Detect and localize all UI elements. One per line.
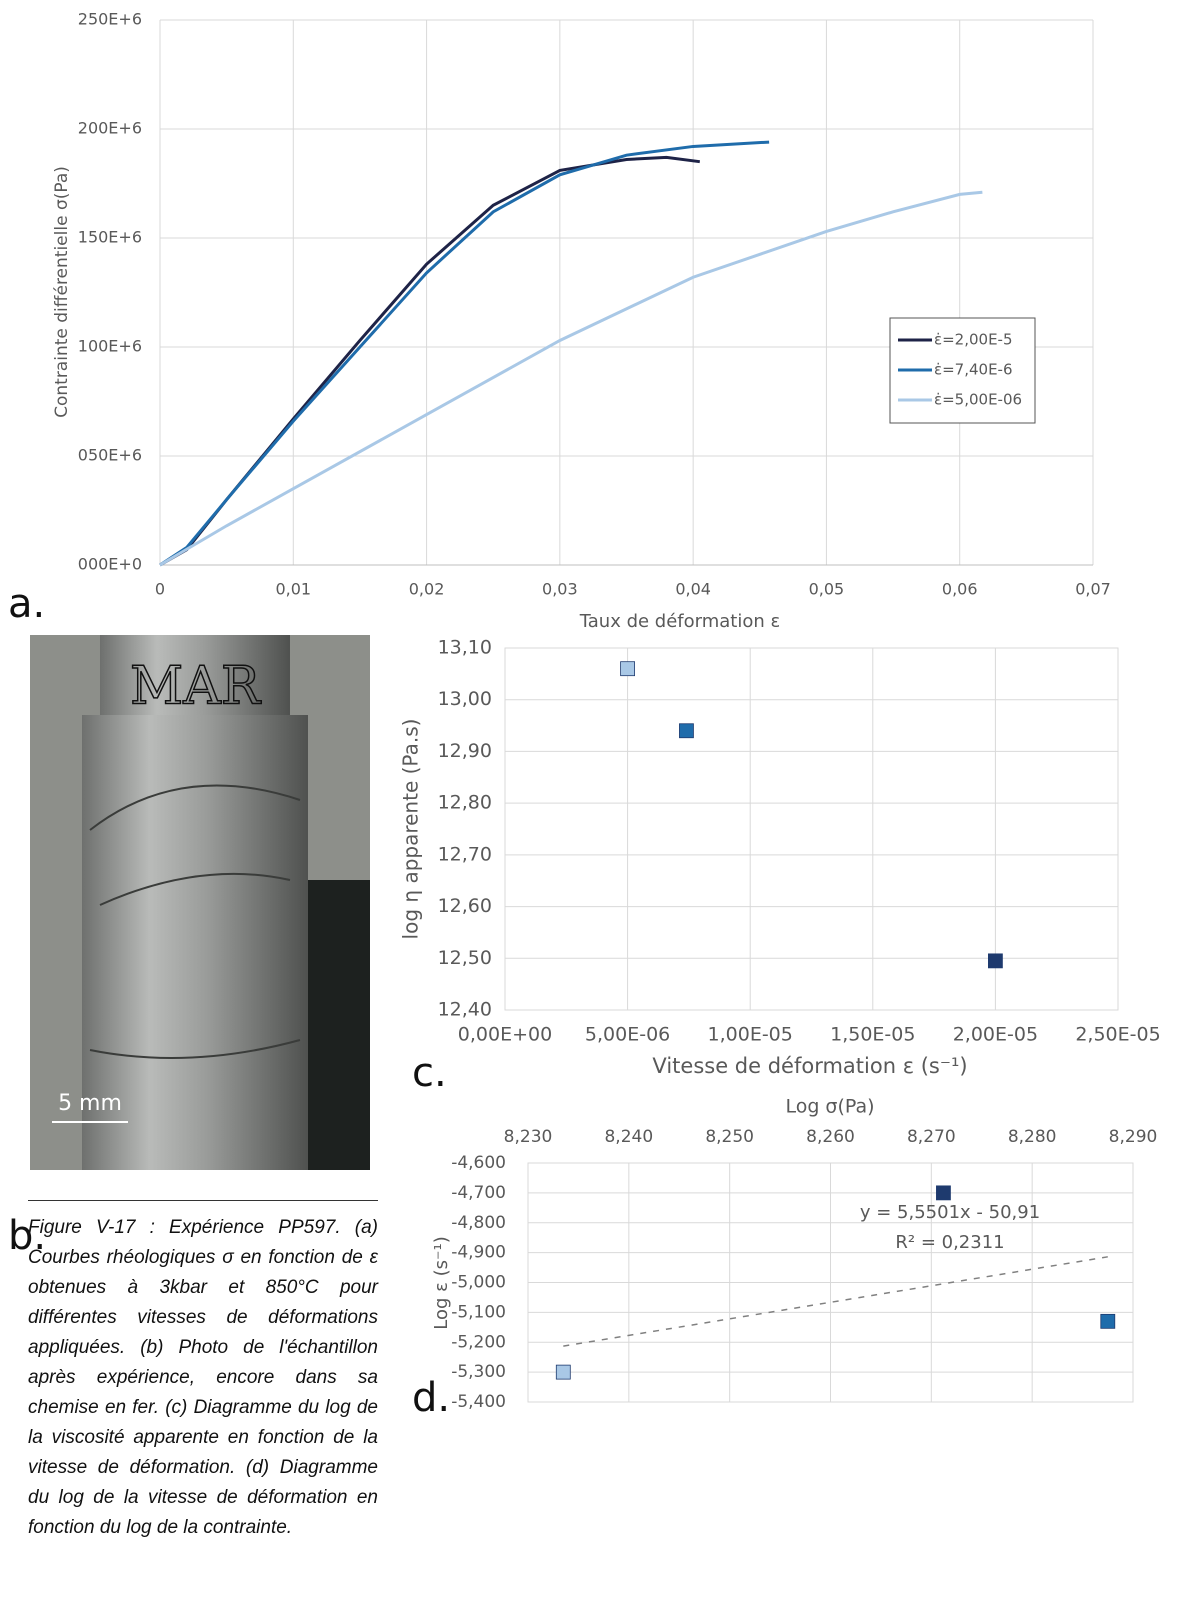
y-tick-label: -5,200 <box>451 1332 506 1352</box>
panel-label: c. <box>412 1050 447 1096</box>
y-tick-label: 050E+6 <box>78 446 142 465</box>
y-tick-label: -4,900 <box>451 1243 506 1263</box>
x-tick-label: 2,00E-05 <box>953 1024 1038 1046</box>
y-tick-label: -5,000 <box>451 1273 506 1293</box>
panel-label: a. <box>8 581 45 627</box>
y-tick-label: -5,100 <box>451 1302 506 1322</box>
chart: -5,400 -5,300 -5,200 -5,100 -5,000 -4,900 -4,8… <box>431 1096 1157 1413</box>
x-tick-label: 8,280 <box>1008 1127 1057 1147</box>
legend-label: ε̇=7,40E-6 <box>934 361 1013 379</box>
point <box>1100 1313 1116 1329</box>
point <box>679 723 694 739</box>
y-tick-label: 12,80 <box>438 792 492 814</box>
x-tick-label: 8,250 <box>705 1127 754 1147</box>
y-tick-label: 150E+6 <box>78 228 142 247</box>
y-tick-label: -5,300 <box>451 1362 506 1382</box>
plot-frame <box>527 1162 1134 1403</box>
x-tick-label: 8,270 <box>907 1127 956 1147</box>
x-tick-label: 0,05 <box>809 580 845 599</box>
y-tick-label: 13,00 <box>438 688 492 710</box>
x-tick-label: 1,00E-05 <box>708 1024 793 1046</box>
point <box>988 953 1003 969</box>
line-series <box>159 140 770 567</box>
photo-inscription: MAR <box>130 657 262 717</box>
y-tick-label: 13,10 <box>438 637 492 659</box>
point <box>936 1185 951 1201</box>
x-tick-label: 0 <box>155 580 165 599</box>
y-tick-label: -4,800 <box>451 1213 506 1233</box>
trendline <box>563 1256 1108 1347</box>
x-tick-label: 0,00E+00 <box>458 1024 552 1046</box>
scale-bar-label: 5 mm <box>58 1091 122 1116</box>
point <box>620 661 635 677</box>
x-tick-label: 0,01 <box>275 580 311 599</box>
chart: 12,40 12,50 12,60 12,70 12,80 12,90 13,00 13,10… <box>399 637 1161 1079</box>
x-tick-label: 0,02 <box>409 580 445 599</box>
y-axis-label: log η apparente (Pa.s) <box>399 719 423 940</box>
y-tick-label: 250E+6 <box>78 10 142 29</box>
point <box>555 1364 571 1380</box>
x-tick-label: 8,240 <box>604 1127 653 1147</box>
legend-label: ε̇=5,00E-06 <box>934 391 1022 409</box>
y-tick-label: 12,50 <box>438 947 492 969</box>
panel-label: b. <box>8 1213 46 1259</box>
x-tick-label: 0,04 <box>675 580 711 599</box>
photo: MAR 5 mm <box>30 635 370 1170</box>
y-tick-label: 12,90 <box>438 740 492 762</box>
x-tick-label: 8,290 <box>1109 1127 1158 1147</box>
y-axis-label: Contrainte différentielle σ(Pa) <box>52 166 72 418</box>
x-tick-label: 2,50E-05 <box>1075 1024 1160 1046</box>
legend-label: ε̇=2,00E-5 <box>934 331 1013 349</box>
line-series <box>159 155 701 567</box>
y-tick-label: -4,600 <box>451 1153 506 1173</box>
y-tick-label: 12,70 <box>438 843 492 865</box>
line-series <box>159 190 983 567</box>
y-tick-label: 000E+0 <box>78 555 142 574</box>
y-tick-label: 12,60 <box>438 895 492 917</box>
y-tick-label: -4,700 <box>451 1183 506 1203</box>
y-axis-label: Log ε (s⁻¹) <box>431 1236 452 1329</box>
panel-label: d. <box>412 1375 450 1421</box>
y-tick-label: -5,400 <box>451 1392 506 1412</box>
x-tick-label: 8,260 <box>806 1127 855 1147</box>
y-tick-label: 100E+6 <box>78 337 142 356</box>
plot-frame <box>504 647 1119 1011</box>
annotation: R² = 0,2311 <box>895 1232 1004 1253</box>
x-tick-label: 5,00E-06 <box>585 1024 670 1046</box>
chart: 000E+0 050E+6 100E+6 150E+6 200E+6 250E+6 0 0,0… <box>52 10 1111 633</box>
annotation: y = 5,5501x - 50,91 <box>860 1202 1040 1223</box>
x-tick-label: 0,07 <box>1075 580 1111 599</box>
x-axis-label: Vitesse de déformation ε (s⁻¹) <box>652 1054 967 1078</box>
caption: Figure V-17 : Expérience PP597. (a) Cour… <box>28 1200 378 1543</box>
y-tick-label: 200E+6 <box>78 119 142 138</box>
x-tick-label: 8,230 <box>504 1127 553 1147</box>
x-tick-label: 0,03 <box>542 580 578 599</box>
x-tick-label: 1,50E-05 <box>830 1024 915 1046</box>
x-axis-label: Log σ(Pa) <box>785 1096 874 1118</box>
x-axis-label: Taux de déformation ε <box>579 611 780 632</box>
x-tick-label: 0,06 <box>942 580 978 599</box>
y-tick-label: 12,40 <box>438 999 492 1021</box>
